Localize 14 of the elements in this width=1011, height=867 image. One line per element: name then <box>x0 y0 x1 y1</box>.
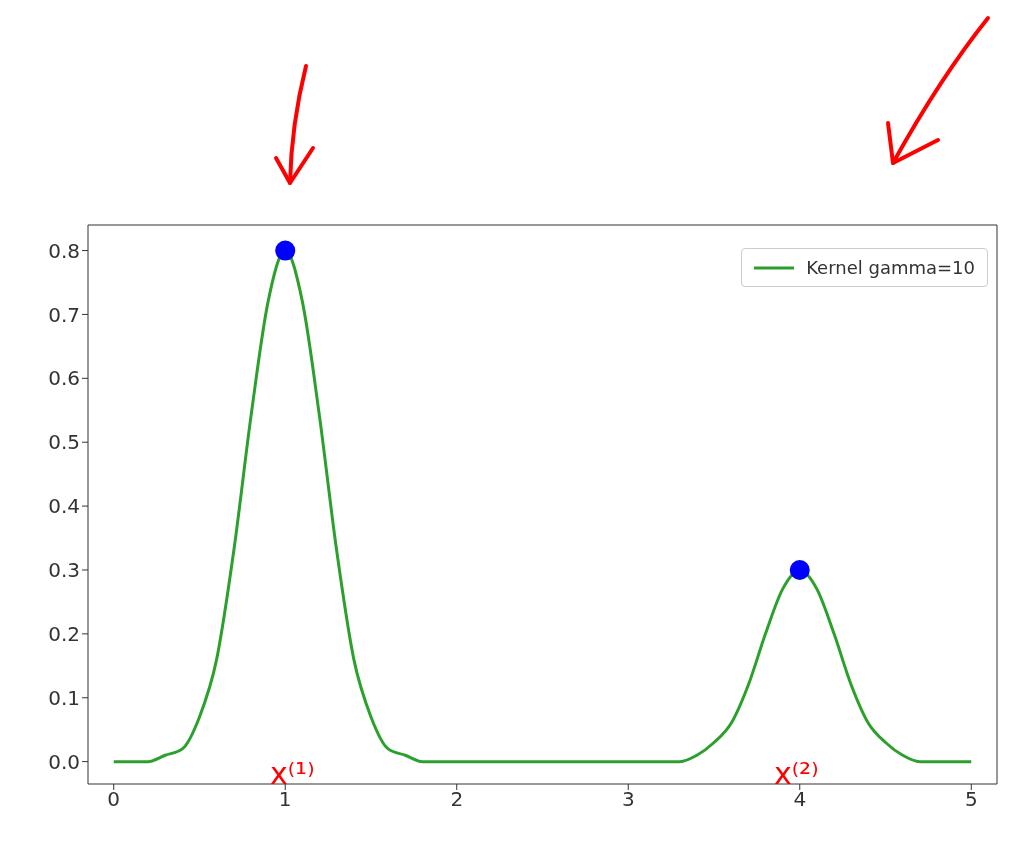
legend-label: Kernel gamma=10 <box>806 257 975 278</box>
x-tick-label: 0 <box>107 787 121 812</box>
y-tick-label: 0.6 <box>48 366 80 391</box>
y-tick-label: 0.5 <box>48 430 80 455</box>
y-tick-label: 0.7 <box>48 302 80 327</box>
y-tick-label: 0.4 <box>48 494 80 519</box>
x-tick-label: 2 <box>450 787 464 812</box>
y-tick-label: 0.3 <box>48 558 80 583</box>
y-tick-label: 0.8 <box>48 238 80 263</box>
x-tick-label: 5 <box>964 787 978 812</box>
x-tick-label: 3 <box>621 787 635 812</box>
y-tick-label: 0.1 <box>48 685 80 710</box>
y-tick-label: 0.0 <box>48 749 80 774</box>
y-tick-label: 0.2 <box>48 621 80 646</box>
